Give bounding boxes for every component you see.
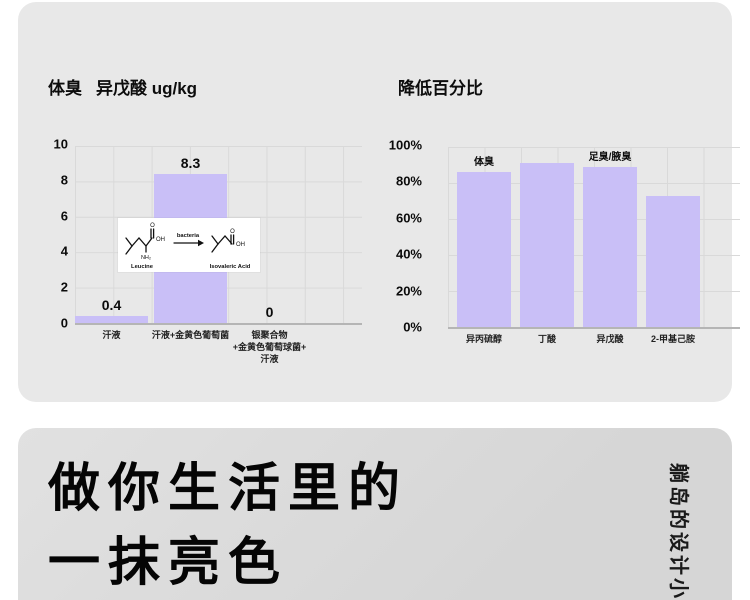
bar xyxy=(520,163,574,327)
y-tick-label: 10 xyxy=(53,136,68,152)
chemical-reaction-inset: O OH NH₂ O OH bacteria Leucine Isovaleri… xyxy=(118,218,260,272)
atom-label-oh: OH xyxy=(156,237,165,243)
charts-card: 体臭 异戊酸 ug/kg 0 2 4 6 8 10 0.4 8.3 0 汗液 汗液+金黄色葡萄菌银… xyxy=(18,2,740,402)
atom-label-o: O xyxy=(150,223,155,229)
chart-title-left: 体臭 异戊酸 ug/kg xyxy=(48,74,197,99)
headline-line1: 做你生活里的 xyxy=(48,460,409,518)
y-tick-label: 100% xyxy=(388,137,422,153)
x-tick-label: 银聚合物 +金黄色葡萄球菌+ 汗液 xyxy=(232,330,307,365)
y-tick-label: 8 xyxy=(60,172,68,188)
atom-label-o2: O xyxy=(230,229,235,235)
bar xyxy=(646,195,700,327)
chart-title-right: 降低百分比 xyxy=(398,74,483,99)
y-tick-label: 40% xyxy=(395,246,422,262)
y-tick-label: 80% xyxy=(395,173,422,189)
atom-label-oh2: OH xyxy=(236,242,245,248)
y-tick-label: 6 xyxy=(60,208,68,224)
chart-title-left-label: 体臭 xyxy=(48,79,82,98)
bar xyxy=(583,166,637,327)
y-tick-label: 4 xyxy=(60,243,68,259)
x-tick-label: 异戊酸 xyxy=(596,334,624,344)
x-tick-label: 汗液 xyxy=(102,330,121,340)
chart-title-left-main: 异戊酸 ug/kg xyxy=(96,79,198,98)
vertical-brand-text: 躺岛的设计小 xyxy=(667,463,689,600)
x-tick-label: 丁酸 xyxy=(537,334,557,344)
bar-annotation: 体臭 xyxy=(474,157,494,169)
bar xyxy=(75,315,148,323)
x-tick-label: 汗液+金黄色葡萄菌 xyxy=(151,330,230,340)
headline-line2: 一抹亮色 xyxy=(48,534,289,592)
y-tick-label: 0% xyxy=(403,319,422,335)
y-axis-left-chart: 0 2 4 6 8 10 xyxy=(18,137,68,331)
y-tick-label: 60% xyxy=(395,210,422,226)
bar-value-label: 0.4 xyxy=(101,296,122,313)
plot-area-right-chart: 体臭 足臭/腋臭 xyxy=(448,147,740,329)
y-tick-label: 2 xyxy=(60,279,68,295)
bar xyxy=(457,172,511,327)
arrow-label-bacteria: bacteria xyxy=(177,233,200,239)
y-tick-label: 20% xyxy=(395,283,422,299)
molecule-diagram: O OH NH₂ O OH bacteria Leucine Isovaleri… xyxy=(125,223,251,270)
molecule-caption-leucine: Leucine xyxy=(131,264,154,270)
y-axis-right-chart: 0% 20% 40% 60% 80% 100% xyxy=(18,138,422,335)
bar-value-label: 0 xyxy=(265,304,274,320)
bar-annotation: 足臭/腋臭 xyxy=(588,151,632,163)
y-tick-label: 0 xyxy=(60,315,68,331)
x-tick-label: 2-甲基己胺 xyxy=(650,334,696,344)
headline: 做你生活里的 一抹亮色 xyxy=(48,452,408,600)
molecule-caption-isovaleric: Isovaleric Acid xyxy=(210,264,251,270)
chart-title-right-main: 降低百分比 xyxy=(398,79,483,98)
headline-card: 做你生活里的 一抹亮色 躺岛的设计小 xyxy=(18,428,732,600)
x-tick-label: 异丙硫醇 xyxy=(465,334,503,344)
atom-label-nh2: NH₂ xyxy=(141,255,151,261)
bar-value-label: 8.3 xyxy=(180,155,201,172)
